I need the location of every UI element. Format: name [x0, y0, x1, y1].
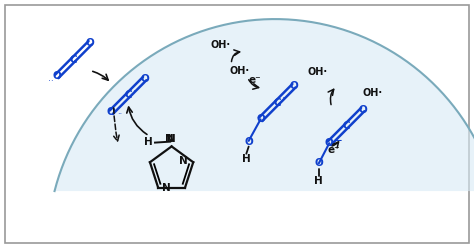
Text: OH·: OH·	[210, 40, 230, 50]
Text: O: O	[325, 138, 334, 148]
Text: C: C	[70, 55, 77, 65]
Text: e⁻: e⁻	[328, 145, 340, 155]
Text: OH·: OH·	[229, 65, 249, 76]
Text: OH·: OH·	[362, 88, 382, 98]
Text: O: O	[52, 71, 61, 82]
Text: C: C	[342, 121, 350, 131]
Text: C: C	[273, 97, 281, 108]
Text: ··: ··	[117, 110, 122, 119]
Text: H: H	[242, 154, 251, 164]
Text: O: O	[244, 137, 253, 147]
Text: ·: ·	[132, 85, 136, 98]
Text: O: O	[140, 73, 149, 84]
Text: O: O	[358, 104, 367, 115]
Text: O: O	[256, 114, 265, 124]
Text: N: N	[179, 156, 188, 166]
Text: N: N	[163, 183, 171, 193]
FancyBboxPatch shape	[5, 5, 469, 243]
Text: OH·: OH·	[308, 66, 328, 77]
Text: N: N	[165, 134, 173, 144]
Text: O: O	[86, 38, 95, 48]
Text: e⁻: e⁻	[249, 75, 261, 85]
Text: O: O	[290, 81, 299, 91]
Text: −: −	[334, 136, 341, 145]
Text: ··: ··	[48, 77, 54, 86]
Text: N: N	[167, 134, 176, 144]
Polygon shape	[55, 19, 474, 191]
Text: H: H	[314, 176, 323, 186]
Text: O: O	[314, 158, 323, 168]
Text: C: C	[124, 90, 132, 100]
Text: ·: ·	[282, 92, 285, 105]
Text: O: O	[107, 107, 116, 117]
Text: H: H	[145, 137, 153, 147]
